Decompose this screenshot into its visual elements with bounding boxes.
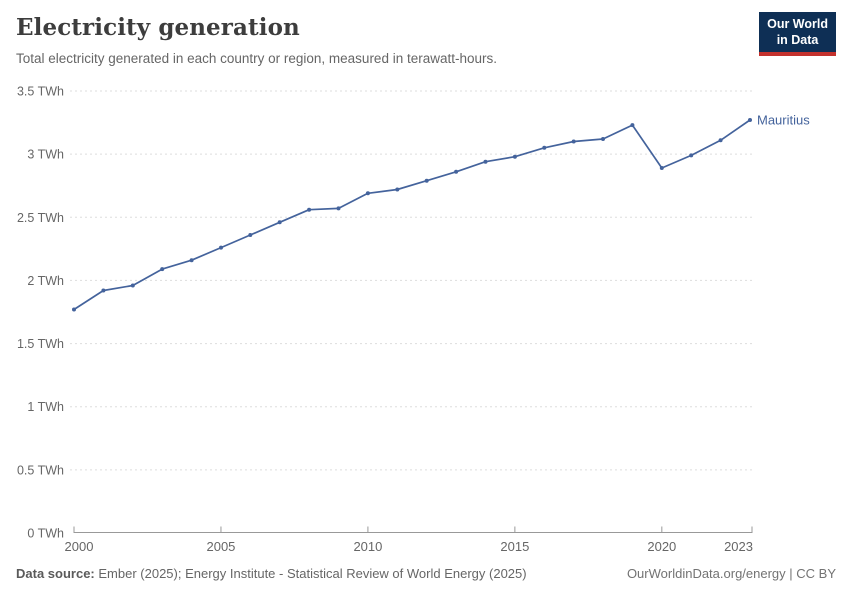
data-source-note: Data source: Ember (2025); Energy Instit…	[16, 566, 527, 581]
data-source-label: Data source:	[16, 566, 95, 581]
page-title: Electricity generation	[16, 14, 300, 41]
chart-header: Electricity generation Total electricity…	[16, 14, 750, 68]
svg-text:2023: 2023	[724, 539, 753, 554]
svg-text:3.5 TWh: 3.5 TWh	[17, 85, 64, 99]
x-axis	[73, 526, 753, 533]
svg-text:0.5 TWh: 0.5 TWh	[17, 463, 64, 477]
owid-logo[interactable]: Our World in Data	[759, 12, 836, 56]
chart-footer: Data source: Ember (2025); Energy Instit…	[16, 566, 836, 581]
svg-text:2 TWh: 2 TWh	[27, 274, 64, 288]
svg-text:1 TWh: 1 TWh	[27, 400, 64, 414]
y-gridlines	[70, 90, 752, 471]
footer-credit-link[interactable]: OurWorldinData.org/energy | CC BY	[626, 566, 836, 581]
svg-text:2000: 2000	[65, 539, 94, 554]
svg-text:2005: 2005	[206, 539, 235, 554]
logo-line1: Our World	[767, 17, 828, 31]
series-line-mauritius	[73, 119, 751, 311]
x-axis-labels: 2000 2005 2010 2015 2020 2023	[65, 539, 753, 554]
svg-text:2015: 2015	[500, 539, 529, 554]
svg-text:3 TWh: 3 TWh	[27, 148, 64, 162]
svg-text:2.5 TWh: 2.5 TWh	[17, 211, 64, 225]
svg-text:1.5 TWh: 1.5 TWh	[17, 337, 64, 351]
logo-line2: in Data	[776, 33, 819, 48]
y-axis-labels: 0 TWh 0.5 TWh 1 TWh 1.5 TWh 2 TWh 2.5 TWh 3 TW…	[17, 85, 64, 541]
svg-text:0 TWh: 0 TWh	[27, 527, 64, 541]
svg-text:2020: 2020	[647, 539, 676, 554]
entity-label-mauritius[interactable]: Mauritius	[757, 113, 810, 128]
data-point-markers	[72, 118, 752, 312]
svg-text:2010: 2010	[353, 539, 382, 554]
data-source-text: Ember (2025); Energy Institute - Statist…	[98, 566, 527, 581]
chart-subtitle: Total electricity generated in each coun…	[16, 51, 497, 66]
